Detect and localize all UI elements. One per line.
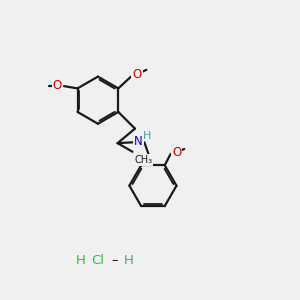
Text: O: O: [53, 79, 62, 92]
Text: H: H: [143, 131, 152, 141]
Text: –: –: [111, 254, 118, 268]
Text: N: N: [134, 135, 143, 148]
Text: O: O: [172, 146, 181, 159]
Text: H: H: [124, 254, 134, 268]
Text: Cl: Cl: [92, 254, 104, 268]
Text: CH₃: CH₃: [134, 155, 152, 165]
Text: H: H: [76, 254, 86, 268]
Text: O: O: [132, 68, 142, 81]
